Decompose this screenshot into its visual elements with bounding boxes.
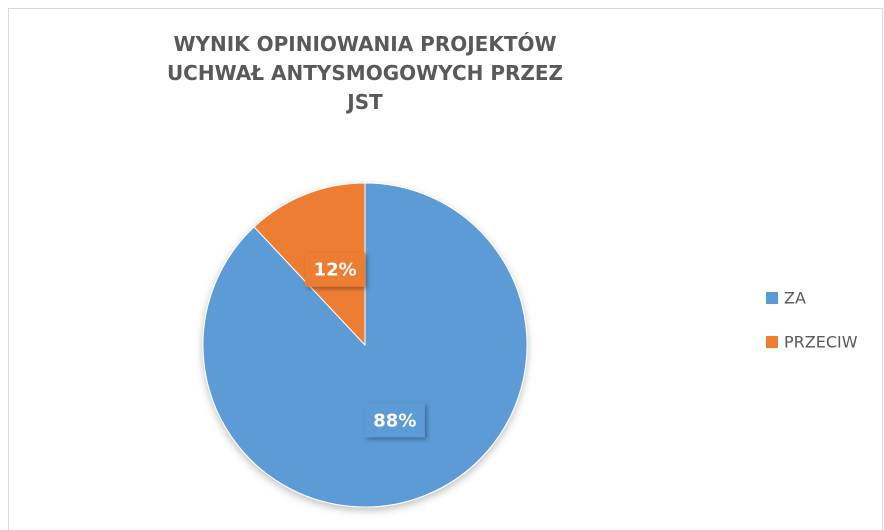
legend-label: ZA <box>784 289 806 308</box>
legend-label: PRZECIW <box>784 333 858 352</box>
legend-swatch <box>766 336 778 348</box>
data-label: 12% <box>314 260 357 281</box>
data-label: 88% <box>373 410 416 431</box>
data-label-box <box>305 252 366 287</box>
pie <box>202 182 528 508</box>
data-label-box <box>364 403 425 438</box>
legend-swatch <box>766 292 778 304</box>
chart-title: WYNIK OPINIOWANIA PROJEKTÓW UCHWAŁ ANTYS… <box>166 32 564 114</box>
